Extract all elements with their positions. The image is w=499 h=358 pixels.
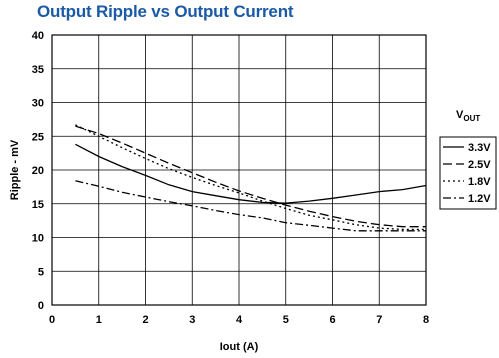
- legend-title-sub: OUT: [463, 114, 480, 123]
- x-tick-label: 0: [49, 314, 55, 326]
- legend-entry: 2.5V: [468, 159, 491, 171]
- series-lines: [75, 124, 427, 232]
- legend-entry: 1.2V: [468, 193, 491, 205]
- x-tick-label: 2: [142, 314, 148, 326]
- y-tick-label: 15: [32, 199, 44, 211]
- x-tick-label: 6: [329, 314, 335, 326]
- x-tick-label: 7: [376, 314, 382, 326]
- x-tick-label: 4: [236, 314, 243, 326]
- x-tick-label: 1: [96, 314, 102, 326]
- legend-entry: 3.3V: [468, 142, 491, 154]
- series-line-18V: [75, 124, 426, 231]
- y-tick-label: 25: [32, 131, 44, 143]
- chart-title: Output Ripple vs Output Current: [37, 2, 294, 21]
- legend-title: VOUT: [456, 109, 480, 123]
- series-line-12V: [75, 180, 426, 232]
- tick-labels: 0 5 10 15 20 25 30 35 40 0 1 2 3 4 5 6 7 8: [32, 30, 429, 326]
- y-tick-label: 40: [32, 30, 44, 42]
- legend: VOUT 3.3V 2.5V 1.8V 1.2V: [439, 109, 497, 210]
- plot-area: [51, 34, 427, 306]
- y-tick-label: 30: [32, 98, 44, 110]
- y-tick-label: 5: [38, 266, 44, 278]
- y-axis-label: Ripple - mV: [9, 139, 21, 200]
- y-tick-label: 10: [32, 233, 44, 245]
- series-line-25V: [75, 125, 426, 228]
- x-axis-label: Iout (A): [220, 341, 259, 353]
- x-tick-label: 8: [423, 314, 429, 326]
- x-tick-label: 5: [283, 314, 289, 326]
- legend-box: [439, 136, 497, 210]
- grid-lines: [52, 35, 426, 305]
- y-tick-label: 35: [32, 64, 44, 76]
- series-line-33V: [75, 143, 427, 204]
- y-tick-label: 20: [32, 165, 44, 177]
- legend-title-main: V: [456, 109, 464, 121]
- legend-entry: 1.8V: [468, 176, 491, 188]
- x-tick-label: 3: [189, 314, 195, 326]
- y-tick-label: 0: [38, 300, 44, 312]
